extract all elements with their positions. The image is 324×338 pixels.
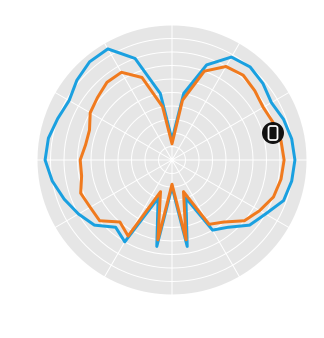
grid-spoke xyxy=(54,159,173,228)
grid-spoke xyxy=(171,92,290,161)
grid xyxy=(36,24,308,296)
grid-spoke xyxy=(104,159,173,278)
grid-spoke xyxy=(104,42,173,161)
series-group xyxy=(43,47,297,248)
grid-spoke xyxy=(171,42,240,161)
grid-spoke xyxy=(54,92,173,161)
series-line xyxy=(78,65,286,242)
grid-spoke xyxy=(171,159,290,228)
device-icon xyxy=(262,122,284,144)
